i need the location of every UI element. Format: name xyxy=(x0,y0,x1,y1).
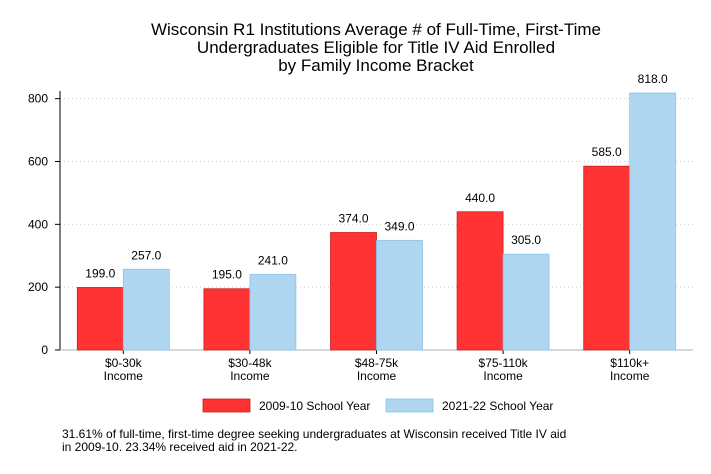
bar-1-5 xyxy=(583,165,631,351)
caption-line-2: in 2009-10. 23.34% received aid in 2021-… xyxy=(62,440,298,454)
data-label: 585.0 xyxy=(592,145,622,159)
chart-title-line-1: Wisconsin R1 Institutions Average # of F… xyxy=(151,20,601,39)
caption-line-1: 31.61% of full-time, first-time degree s… xyxy=(62,427,567,441)
axes: 0 200 400 600 800 $0-30k Income $30-48k Income $4… xyxy=(28,91,693,383)
data-label: 374.0 xyxy=(338,211,368,225)
x-tick-label: $48-75k Income xyxy=(355,356,399,383)
data-label: 818.0 xyxy=(638,72,668,86)
bar-1-4 xyxy=(456,211,504,351)
x-tick-label: $30-48k Income xyxy=(228,356,272,383)
chart-caption: 31.61% of full-time, first-time degree s… xyxy=(62,428,662,454)
data-label: 257.0 xyxy=(131,248,161,262)
data-label: 305.0 xyxy=(511,233,541,247)
chart-title-line-2: Undergraduates Eligible for Title IV Aid… xyxy=(197,38,555,57)
legend-swatch-series-1 xyxy=(202,398,251,413)
legend-swatch-series-2 xyxy=(385,398,434,413)
data-label: 349.0 xyxy=(384,219,414,233)
y-tick-label: 400 xyxy=(28,217,48,231)
x-tick-label: $0-30k Income xyxy=(104,356,144,383)
bar-1-2 xyxy=(203,288,251,351)
x-tick-label: $110k+ Income xyxy=(610,356,650,383)
x-tick-label: $75-110k Income xyxy=(479,356,529,383)
data-label: 241.0 xyxy=(258,253,288,267)
legend: 2009-10 School Year 2021-22 School Year xyxy=(202,398,553,413)
bar-1-3 xyxy=(330,232,377,351)
legend-label-series-1: 2009-10 School Year xyxy=(259,399,370,413)
legend-label-series-2: 2021-22 School Year xyxy=(442,399,553,413)
y-tick-label: 800 xyxy=(28,92,48,106)
y-tick-label: 600 xyxy=(28,154,48,168)
bar-1-1 xyxy=(76,287,124,351)
bar-2-2 xyxy=(249,273,297,351)
y-tick-label: 0 xyxy=(41,343,48,357)
chart-title: Wisconsin R1 Institutions Average # of F… xyxy=(151,20,601,75)
data-label: 199.0 xyxy=(85,266,115,280)
y-tick-label: 200 xyxy=(28,280,48,294)
data-label: 440.0 xyxy=(465,191,495,205)
bar-2-1 xyxy=(122,268,170,351)
chart-title-line-3: by Family Income Bracket xyxy=(278,56,474,75)
data-labels: 199.0 257.0 195.0 241.0 374.0 349.0 440.0 305.0… xyxy=(85,72,668,282)
bar-2-3 xyxy=(376,239,423,351)
bar-2-4 xyxy=(502,253,550,351)
bar-2-5 xyxy=(629,92,677,351)
data-label: 195.0 xyxy=(212,268,242,282)
bars xyxy=(76,92,677,351)
